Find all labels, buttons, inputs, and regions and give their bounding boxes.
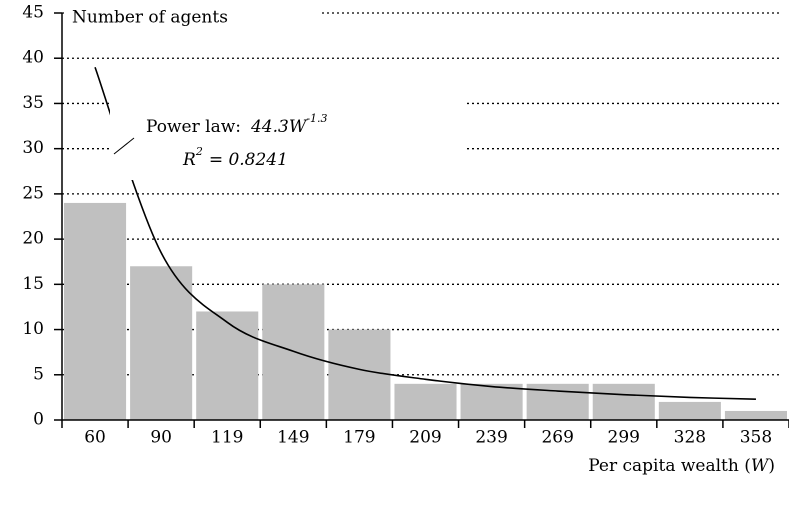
trendline xyxy=(94,66,756,400)
x-tick-label: 269 xyxy=(541,428,573,448)
annotation-exponent: -1.3 xyxy=(306,112,327,125)
y-tick-label: 10 xyxy=(22,319,44,339)
bar-layer xyxy=(61,13,789,428)
r2-power: 2 xyxy=(195,145,203,158)
bar xyxy=(724,410,787,420)
annotation-line: Power law: 44.3W-1.3 xyxy=(146,112,328,137)
y-tick-label: 15 xyxy=(22,274,44,294)
x-axis-label-end: ) xyxy=(768,456,775,476)
bar xyxy=(592,383,655,420)
x-tick-label: 328 xyxy=(674,428,706,448)
annotation-background xyxy=(110,98,465,180)
grid-layer: 0 5 10 15 20 25 30 35 40 45 60 90 119 149 179 209 239 269… xyxy=(22,3,780,448)
bar xyxy=(262,284,325,420)
y-tick-label: 35 xyxy=(22,93,44,113)
y-tick-label: 0 xyxy=(33,410,44,430)
x-tick-label: 60 xyxy=(84,428,106,448)
y-tick-label: 5 xyxy=(33,364,44,384)
x-tick-label: 179 xyxy=(343,428,375,448)
y-tick-label: 20 xyxy=(22,229,44,249)
x-tick-label: 209 xyxy=(409,428,441,448)
bar xyxy=(196,311,259,420)
annotation-label: Power law: xyxy=(146,117,241,137)
y-tick-label: 30 xyxy=(22,138,44,158)
x-axis-label-var: W xyxy=(751,456,770,476)
annotation-equation: 44.3W xyxy=(250,117,308,137)
bar xyxy=(658,401,721,420)
label-background xyxy=(64,3,322,31)
x-tick-label: 358 xyxy=(740,428,772,448)
y-tick-label: 25 xyxy=(22,183,44,203)
x-tick-label: 239 xyxy=(475,428,507,448)
x-tick-label: 299 xyxy=(608,428,640,448)
bar xyxy=(460,383,523,420)
annotation-leader xyxy=(113,137,135,155)
x-tick-label: 90 xyxy=(150,428,172,448)
r2-line: R2 = 0.8241 xyxy=(182,145,288,170)
y-tick-label: 45 xyxy=(22,3,44,23)
r2-value: = 0.8241 xyxy=(209,150,288,170)
bar xyxy=(394,383,457,420)
x-axis-label: Per capita wealth (W) xyxy=(588,456,775,476)
bar xyxy=(64,202,127,420)
x-axis-label-text: Per capita wealth ( xyxy=(588,456,751,476)
r2-symbol: R xyxy=(182,150,196,170)
bar xyxy=(328,329,391,420)
x-tick-label: 149 xyxy=(277,428,309,448)
y-axis-label: Number of agents xyxy=(72,8,228,28)
y-tick-label: 40 xyxy=(22,48,44,68)
x-tick-label: 119 xyxy=(211,428,243,448)
bar xyxy=(130,266,193,420)
